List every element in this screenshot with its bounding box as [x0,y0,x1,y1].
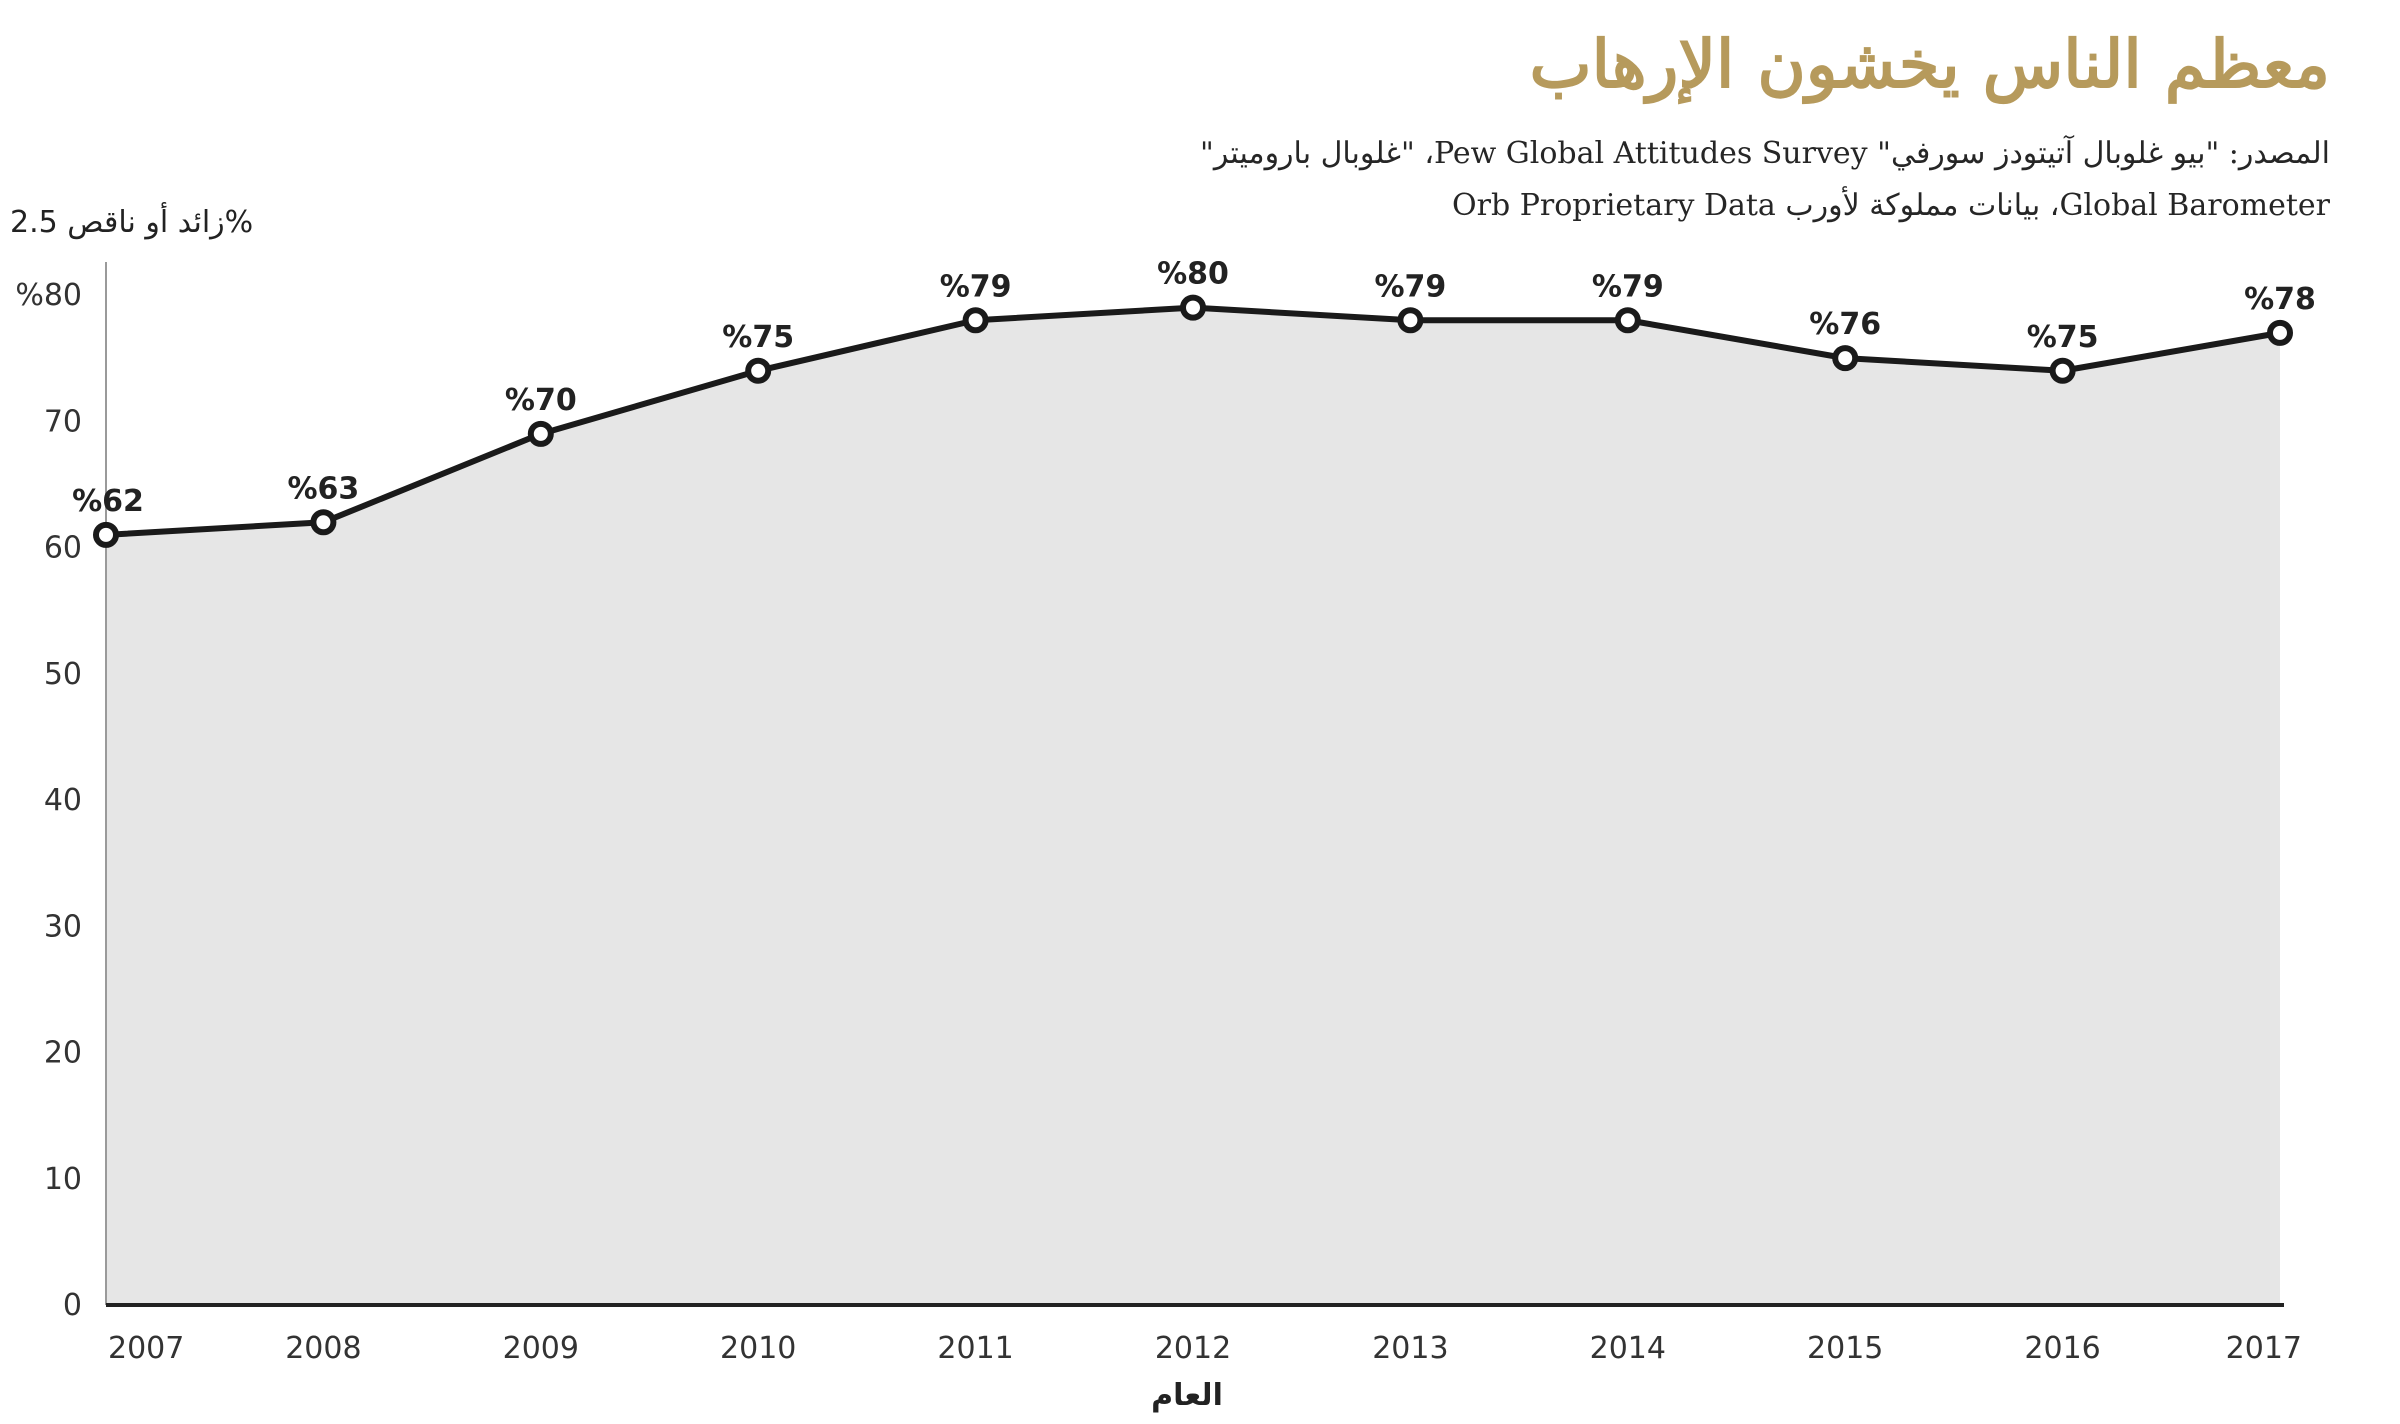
x-tick-label: 2014 [1590,1331,1666,1366]
data-label: %75 [2027,320,2099,355]
x-tick-label: 2013 [1372,1331,1448,1366]
y-tick-label: 0 [63,1288,82,1323]
data-label: %76 [1809,307,1881,342]
x-tick-label: 2011 [937,1331,1013,1366]
x-axis-title: العام [1151,1378,1223,1413]
data-label: %80 [1157,257,1229,292]
data-label: %79 [1374,269,1446,304]
data-point [962,307,989,334]
chart-title: معظم الناس يخشون الإرهاب [1529,25,2330,103]
y-tick-label: 60 [44,531,82,566]
x-tick-label: 2010 [720,1331,796,1366]
data-label: %79 [940,269,1012,304]
x-tick-label: 2016 [2024,1331,2100,1366]
y-tick-label: %80 [15,278,82,313]
data-label: %70 [505,383,577,418]
data-label: %62 [72,484,144,519]
y-tick-label: 70 [44,404,82,439]
data-point [93,521,119,548]
data-point [1614,307,1641,334]
y-tick-label: 20 [44,1036,82,1071]
data-points [93,294,2293,548]
source-line-2: Global Barometer، بيانات مملوكة لأورب Or… [1452,188,2330,223]
data-label: %63 [287,471,359,506]
x-tick-label: 2008 [285,1331,361,1366]
data-point [2267,319,2293,346]
y-tick-label: 50 [44,657,82,692]
data-label: %75 [722,320,794,355]
data-point [310,509,337,536]
data-label: %79 [1592,269,1664,304]
data-point [527,420,554,447]
y-tick-label: 30 [44,909,82,944]
x-tick-label: 2009 [503,1331,579,1366]
x-tick-labels: 2007 2008 2009 2010 2011 2012 2013 2014 2015 2016… [108,1331,2302,1366]
data-point [2049,357,2076,384]
source-line-1: المصدر: "بيو غلوبال آتيتودز سورفي" Pew G… [1200,136,2330,171]
y-tick-labels: 0 10 20 30 40 50 60 70 %80 [15,278,82,1323]
y-tick-label: 10 [44,1162,82,1197]
data-labels: %62 %63 %70 %75 %79 %80 %79 %79 %76 %75 %78 [72,257,2316,519]
y-tick-label: 40 [44,783,82,818]
data-point [1832,345,1859,372]
data-point [745,357,772,384]
x-tick-label: 2015 [1807,1331,1883,1366]
x-tick-label: 2007 [108,1331,184,1366]
area-fill [106,307,2280,1305]
data-label: %78 [2244,282,2316,317]
data-point [1397,307,1424,334]
x-tick-label: 2017 [2226,1331,2302,1366]
data-point [1180,294,1206,321]
x-tick-label: 2012 [1155,1331,1231,1366]
y-axis-title: زائد أو ناقص 2.5% [10,201,253,240]
axes [105,262,2284,1307]
